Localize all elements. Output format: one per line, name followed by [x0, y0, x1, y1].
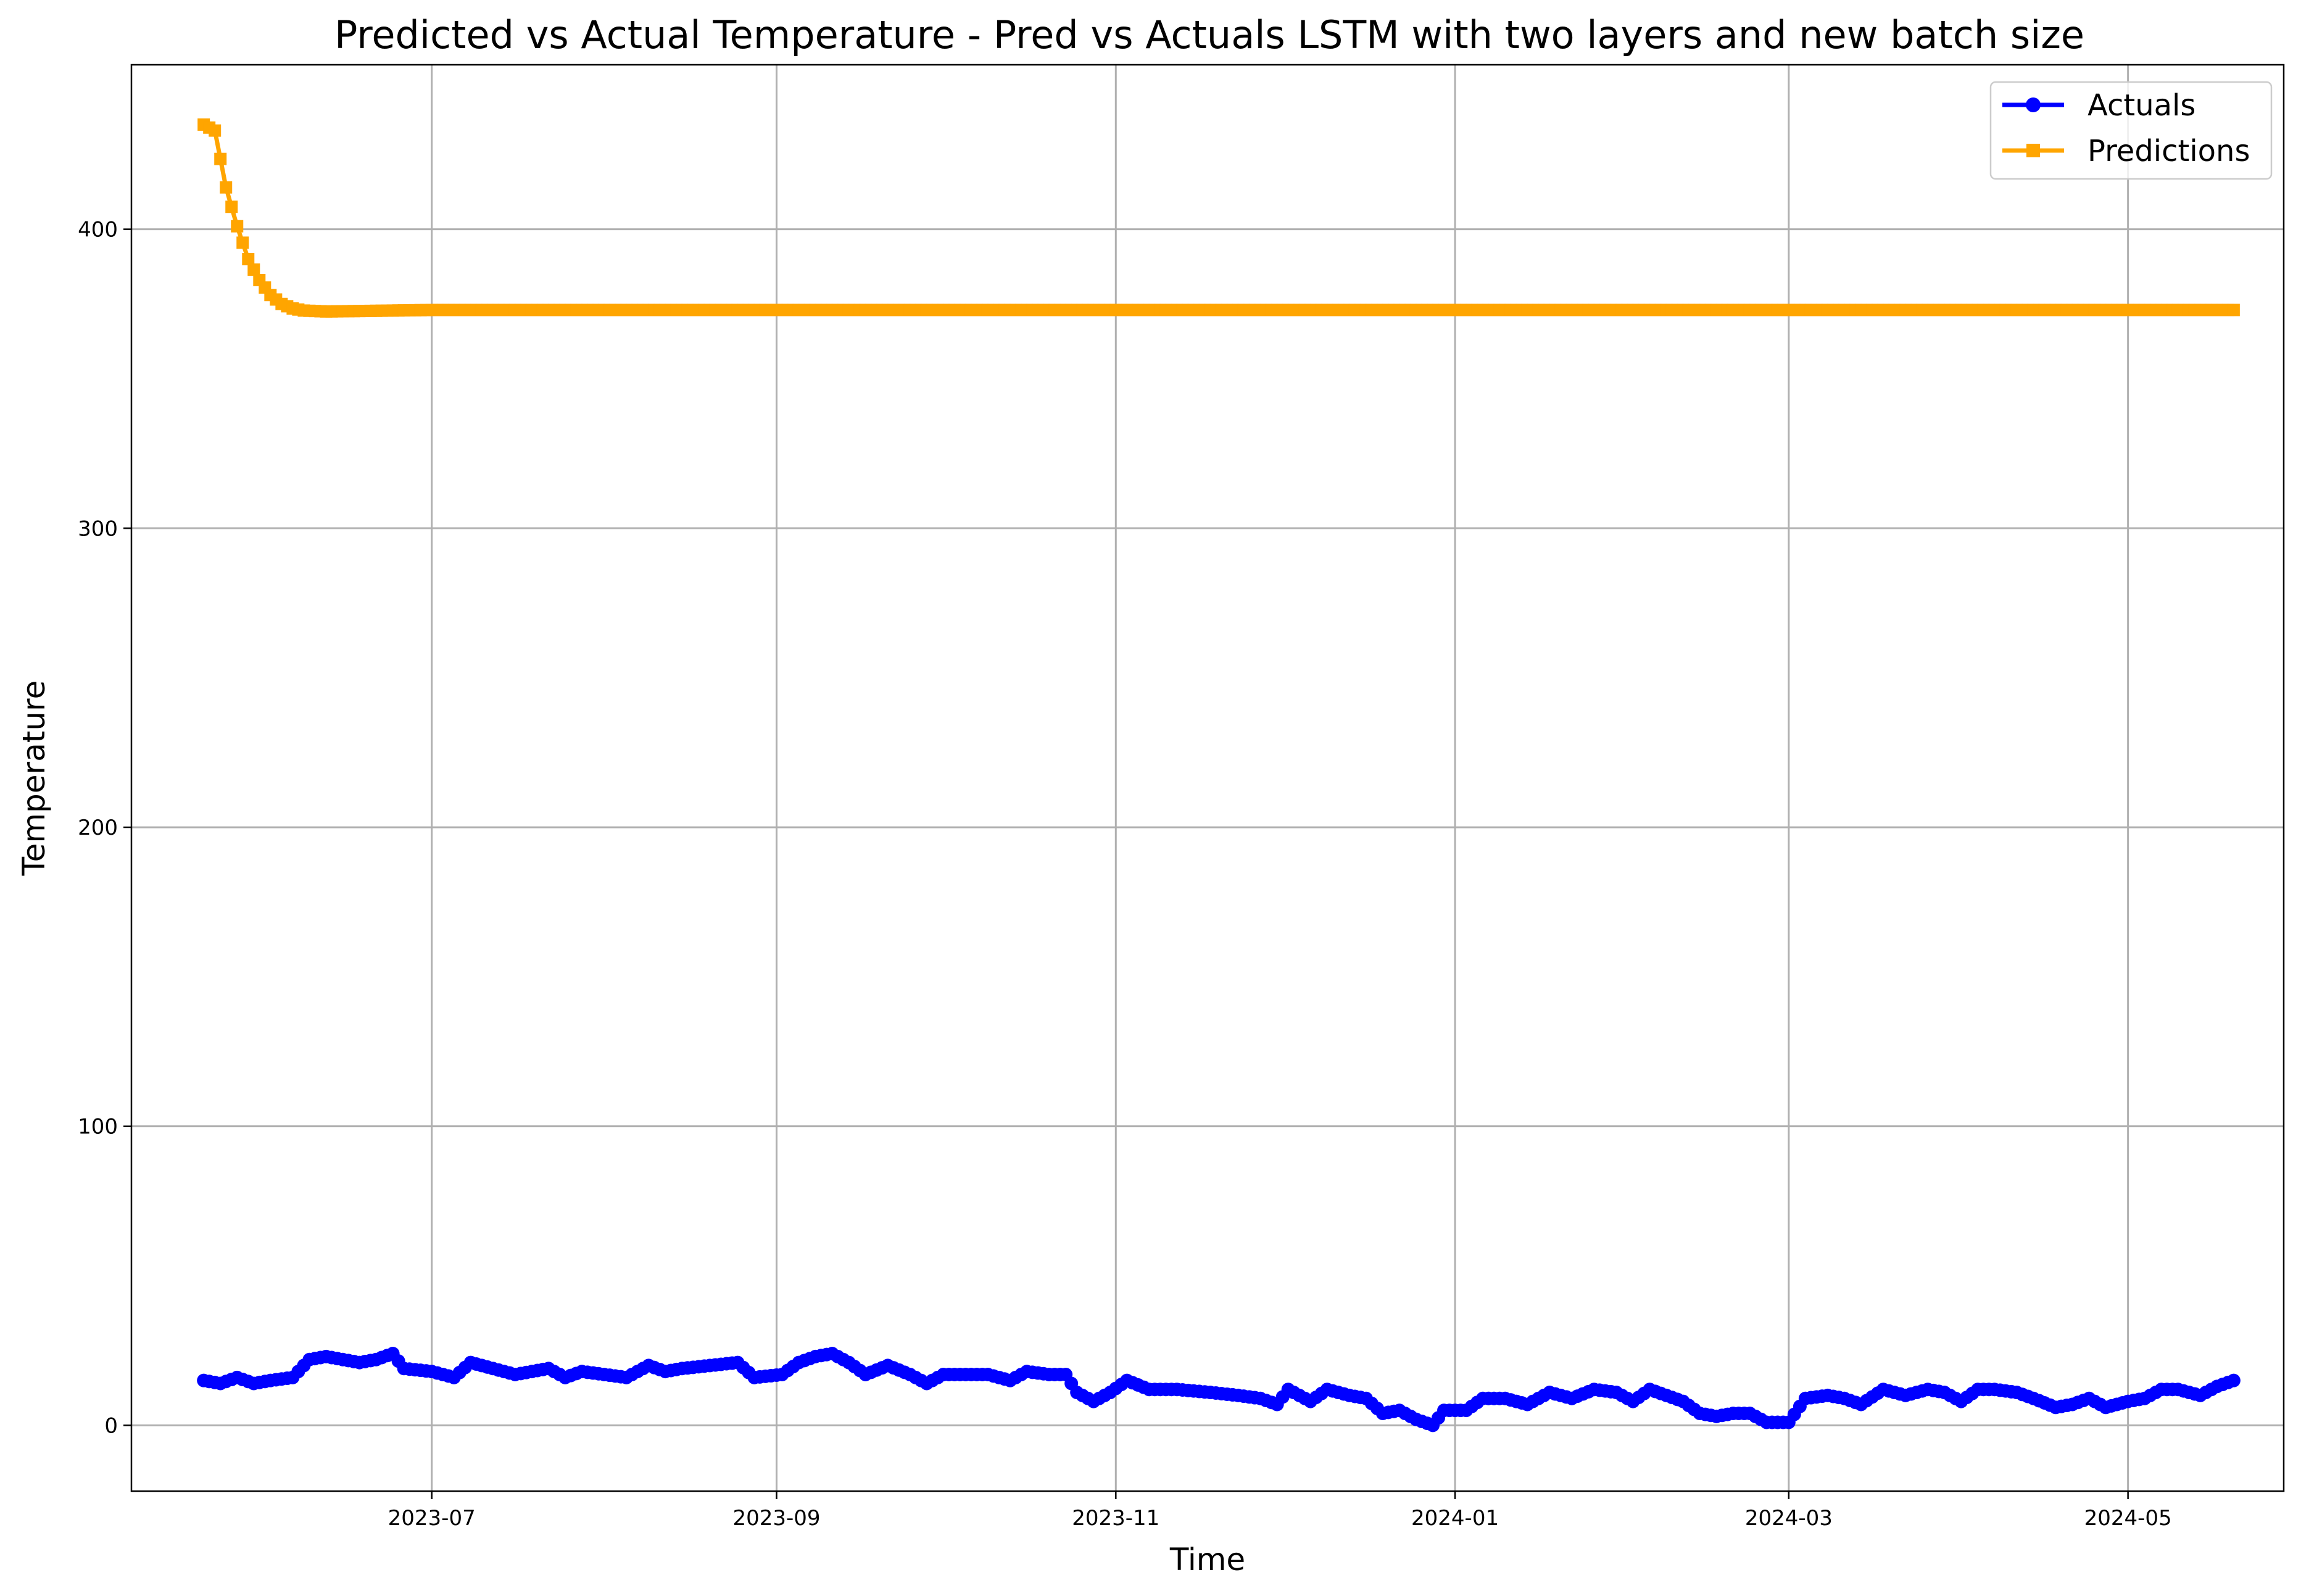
predictions-marker	[214, 152, 227, 165]
x-tick-label: 2024-01	[1411, 1506, 1499, 1531]
x-tick-label: 2023-11	[1072, 1506, 1159, 1531]
y-tick-label: 400	[78, 218, 118, 242]
legend-item-predictions: Predictions	[2002, 134, 2250, 168]
x-tick-label: 2023-07	[388, 1506, 476, 1531]
predictions-marker	[209, 124, 222, 137]
y-tick-label: 200	[78, 816, 118, 840]
legend-item-actuals: Actuals	[2002, 88, 2195, 123]
tick-layer: 2023-07 2023-09 2023-11 2024-01 2024-03 2024-…	[78, 218, 2172, 1531]
predictions-marker	[220, 181, 233, 194]
y-tick-label: 0	[104, 1413, 118, 1438]
y-tick-label: 100	[78, 1115, 118, 1139]
y-axis-label: Temperature	[16, 680, 52, 877]
predictions-marker	[236, 236, 249, 249]
x-tick-label: 2024-03	[1745, 1506, 1833, 1531]
grid	[131, 65, 2284, 1491]
legend-marker-actuals	[2026, 97, 2041, 112]
x-tick-label: 2024-05	[2084, 1506, 2172, 1531]
predictions-marker	[231, 220, 244, 233]
x-axis-label: Time	[1169, 1542, 1245, 1577]
x-tick-label: 2023-09	[732, 1506, 820, 1531]
actuals-marker	[2226, 1373, 2241, 1387]
actuals-series	[197, 1347, 2241, 1433]
series-layer	[197, 118, 2241, 1433]
predictions-marker	[247, 263, 260, 276]
legend-label-predictions: Predictions	[2087, 134, 2250, 168]
plot-frame	[130, 64, 2285, 1492]
legend-label-actuals: Actuals	[2087, 88, 2195, 123]
legend-marker-predictions	[2026, 144, 2040, 157]
predictions-marker	[242, 253, 255, 266]
legend: Actuals Predictions	[1989, 81, 2273, 180]
chart-title: Predicted vs Actual Temperature - Pred v…	[334, 12, 2084, 57]
predictions-series	[197, 118, 2240, 318]
predictions-marker	[2227, 304, 2240, 316]
predictions-marker	[225, 201, 238, 213]
y-tick-label: 300	[78, 516, 118, 541]
